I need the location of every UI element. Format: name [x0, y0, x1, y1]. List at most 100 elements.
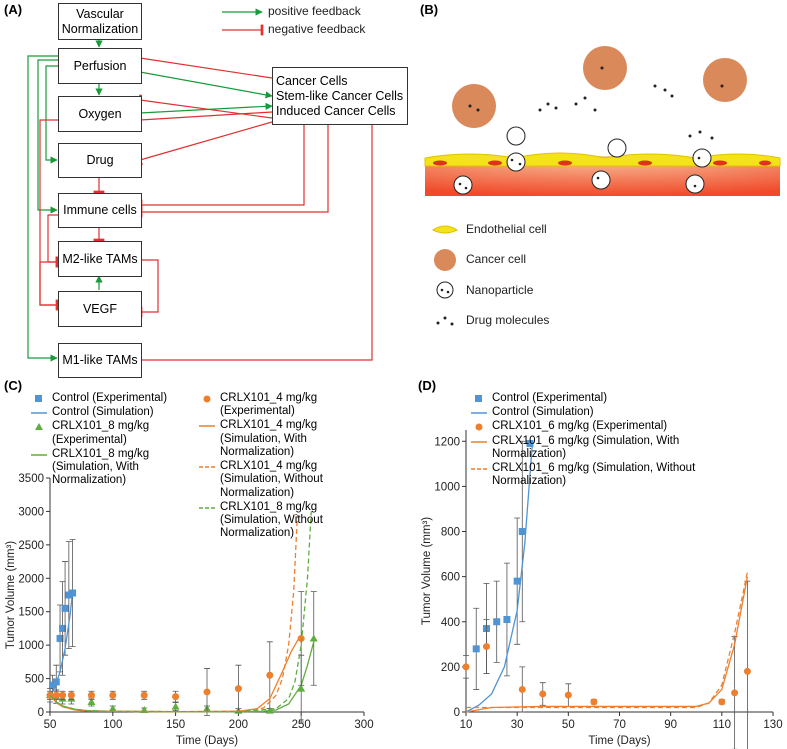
point: [513, 577, 521, 585]
line: [49, 514, 299, 713]
y-tick-label: 1000: [434, 481, 460, 493]
legend-swatch: [35, 423, 43, 431]
point: [140, 691, 148, 699]
point: [87, 697, 96, 705]
point: [109, 691, 117, 699]
point: [518, 528, 526, 536]
legend-swatch: [475, 395, 482, 402]
x-tick-label: 50: [44, 719, 57, 731]
y-tick-label: 500: [25, 674, 44, 686]
legend-label: CRLX101_6 mg/kg (Experimental): [492, 420, 668, 433]
legend-swatch: [199, 425, 215, 428]
point: [49, 681, 57, 689]
legend-swatch: [475, 423, 483, 431]
line: [49, 511, 312, 713]
legend: Control (Experimental) Control (Simulatio…: [30, 392, 190, 488]
point: [59, 624, 67, 632]
illustration: [424, 46, 781, 326]
node-line: Cancer Cells: [276, 73, 348, 88]
point: [526, 440, 534, 448]
node: Drug: [58, 143, 142, 178]
line: [465, 441, 534, 713]
legend-entry: CRLX101_6 mg/kg (Simulation, With Normal…: [470, 435, 730, 461]
node: VEGF: [58, 291, 142, 327]
legend-swatch: [471, 412, 487, 414]
y-tick-label: 600: [441, 572, 460, 584]
node: Oxygen: [58, 96, 142, 132]
y-tick-label: 0: [454, 707, 460, 719]
node: Perfusion: [58, 48, 142, 84]
y-tick-label: 2000: [18, 573, 44, 585]
point: [87, 691, 95, 699]
node: Immune cells: [58, 193, 142, 228]
x-tick-label: 10: [460, 719, 473, 731]
point: [297, 684, 306, 692]
legend-entry: CRLX101_4 mg/kg (Simulation, With Normal…: [198, 419, 376, 459]
legend-entry: Control (Simulation): [30, 406, 190, 419]
y-tick-label: 0: [38, 707, 44, 719]
point: [539, 690, 547, 698]
x-tick-label: 90: [664, 719, 677, 731]
panel-label: (A): [4, 2, 23, 17]
legend-entry: Control (Simulation): [470, 406, 730, 419]
legend-label: CRLX101_6 mg/kg (Simulation, Without Nor…: [492, 462, 696, 488]
legend-label: Control (Experimental): [492, 392, 608, 404]
x-tick-label: 250: [292, 719, 311, 731]
legend-entry: CRLX101_8 mg/kg (Simulation, Without Nor…: [198, 501, 376, 541]
y-tick-label: 400: [441, 617, 460, 629]
point: [67, 691, 75, 699]
point: [462, 663, 470, 671]
legend-label: CRLX101_4 mg/kg (Simulation, Without Nor…: [220, 460, 323, 499]
legend-marker: [203, 395, 211, 403]
point: [172, 693, 180, 701]
legend-entry: CRLX101_6 mg/kg (Experimental): [470, 420, 730, 433]
legend-label: Control (Simulation): [492, 406, 594, 419]
x-tick-label: 50: [562, 719, 575, 731]
legend-label: negative feedback: [268, 22, 366, 36]
x-tick-label: 130: [763, 719, 782, 731]
y-tick-label: 800: [441, 527, 460, 539]
panel-label: (C): [4, 378, 23, 393]
chart: 0 500 1000 1500 2000 2500 3000 3500 50 100 150 200 2…: [5, 473, 374, 747]
point: [518, 685, 526, 693]
legend-entry: CRLX101_8 mg/kg (Simulation, With Normal…: [30, 448, 190, 488]
point: [731, 689, 739, 697]
point: [52, 691, 60, 699]
y-axis-label: Tumor Volume (mm³): [421, 517, 433, 625]
legend-marker: [35, 423, 43, 431]
x-tick-label: 30: [511, 719, 524, 731]
x-tick-label: 70: [613, 719, 626, 731]
legend-label: CRLX101_4 mg/kg (Simulation, With Normal…: [220, 419, 318, 458]
point: [472, 645, 480, 653]
legend-swatch: [31, 454, 47, 456]
line: [466, 571, 749, 709]
point: [493, 618, 501, 626]
y-tick-label: 2500: [18, 540, 44, 552]
y-tick-label: 3500: [18, 473, 44, 485]
line: [465, 576, 749, 713]
chart: 0 200 400 600 800 1000 1200 10 30 50 70 90 110 130 Tim…: [421, 430, 783, 749]
point: [718, 698, 726, 706]
y-tick-label: 1200: [434, 436, 460, 448]
legend-swatch: [203, 395, 211, 403]
cancer-box: Cancer Cells Stem-like Cancer Cells Indu…: [272, 67, 408, 125]
x-axis-label: Time (Days): [176, 735, 238, 747]
point: [234, 685, 242, 693]
legend-label: Drug molecules: [466, 313, 550, 327]
legend-swatch: [471, 440, 487, 443]
legend-label: Cancer cell: [466, 252, 527, 266]
panel-label: (B): [420, 2, 439, 17]
node-line: Stem-like Cancer Cells: [276, 88, 404, 103]
y-tick-label: 1000: [18, 640, 44, 652]
legend: Control (Experimental) Control (Simulatio…: [470, 392, 730, 489]
error-bar: [744, 580, 751, 749]
point: [590, 698, 598, 706]
panel-label: (D): [418, 378, 437, 393]
line: [49, 641, 315, 713]
line: [49, 591, 74, 696]
point: [743, 667, 751, 675]
point: [309, 634, 318, 642]
x-tick-label: 150: [166, 719, 185, 731]
